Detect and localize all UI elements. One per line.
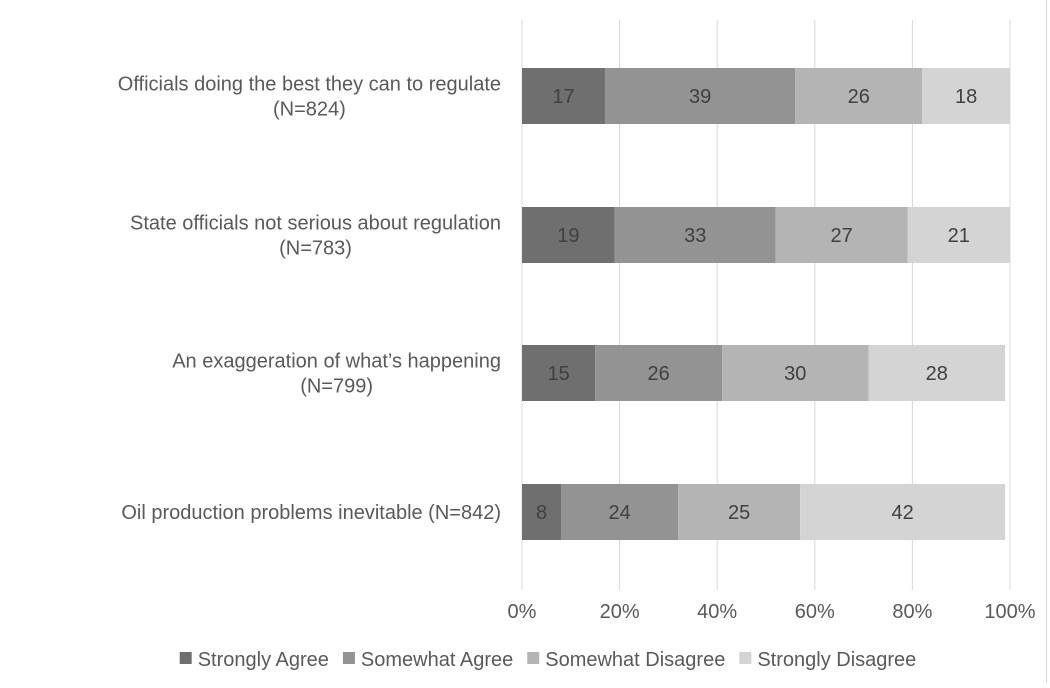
data-label: 21 bbox=[948, 225, 970, 247]
bar-segment bbox=[922, 68, 1010, 124]
data-label: 19 bbox=[557, 225, 579, 247]
frame-border bbox=[1046, 0, 1047, 683]
category-label: An exaggeration of what’s happening bbox=[172, 351, 501, 373]
category-label: (N=799) bbox=[300, 376, 373, 398]
bar-segment bbox=[907, 207, 1010, 263]
data-label: 8 bbox=[536, 502, 547, 524]
legend-label: Strongly Disagree bbox=[757, 649, 916, 671]
bar-segment bbox=[522, 484, 562, 540]
x-tick-label: 80% bbox=[892, 601, 932, 623]
bar-segment bbox=[722, 345, 869, 401]
x-tick-label: 40% bbox=[697, 601, 737, 623]
legend-label: Somewhat Disagree bbox=[545, 649, 725, 671]
bar-segment bbox=[800, 484, 1006, 540]
legend-item: Strongly Agree bbox=[179, 649, 329, 671]
legend-item: Strongly Disagree bbox=[739, 649, 916, 671]
x-axis-ticks: 0% 20% 40% 60% 80% 100% bbox=[508, 601, 1036, 623]
data-label: 24 bbox=[608, 502, 630, 524]
bar-segment bbox=[522, 345, 596, 401]
data-label: 33 bbox=[684, 225, 706, 247]
legend-swatch bbox=[342, 652, 355, 664]
data-label: 28 bbox=[926, 363, 948, 385]
bar-segment bbox=[561, 484, 679, 540]
bar-segment bbox=[522, 68, 605, 124]
bar-segment bbox=[795, 68, 923, 124]
legend-swatch bbox=[739, 652, 752, 664]
category-label: Oil production problems inevitable (N=84… bbox=[121, 502, 501, 524]
bar-segment bbox=[614, 207, 776, 263]
bar-segment bbox=[595, 345, 723, 401]
data-label: 25 bbox=[728, 502, 750, 524]
legend-item: Somewhat Disagree bbox=[527, 649, 725, 671]
category-label: State officials not serious about regula… bbox=[130, 213, 501, 235]
legend: Strongly Agree Somewhat Agree Somewhat Dis… bbox=[179, 649, 916, 671]
x-tick-label: 0% bbox=[508, 601, 537, 623]
x-tick-label: 60% bbox=[795, 601, 835, 623]
bar-segment bbox=[678, 484, 801, 540]
category-label: (N=783) bbox=[279, 238, 352, 260]
data-label: 26 bbox=[848, 86, 870, 108]
legend-swatch bbox=[527, 652, 540, 664]
legend-item: Somewhat Agree bbox=[342, 649, 513, 671]
category-label: Officials doing the best they can to reg… bbox=[118, 74, 501, 96]
x-tick-label: 100% bbox=[984, 601, 1035, 623]
legend-swatch bbox=[179, 652, 192, 664]
data-label: 18 bbox=[955, 86, 977, 108]
bar-segment bbox=[522, 207, 615, 263]
data-label: 42 bbox=[892, 502, 914, 524]
bar-segment bbox=[868, 345, 1006, 401]
bar-segment bbox=[604, 68, 796, 124]
data-label: 39 bbox=[689, 86, 711, 108]
x-tick-label: 20% bbox=[600, 601, 640, 623]
legend-label: Strongly Agree bbox=[198, 649, 329, 671]
bars: 17 39 26 18 19 33 27 21 15 26 30 28 8 24 25 42 bbox=[522, 68, 1010, 540]
category-labels: Officials doing the best they can to reg… bbox=[118, 74, 501, 525]
data-label: 15 bbox=[547, 363, 569, 385]
category-label: (N=824) bbox=[273, 99, 346, 121]
bar-segment bbox=[775, 207, 908, 263]
data-label: 26 bbox=[648, 363, 670, 385]
data-label: 17 bbox=[552, 86, 574, 108]
data-label: 30 bbox=[784, 363, 806, 385]
data-label: 27 bbox=[831, 225, 853, 247]
legend-label: Somewhat Agree bbox=[361, 649, 513, 671]
